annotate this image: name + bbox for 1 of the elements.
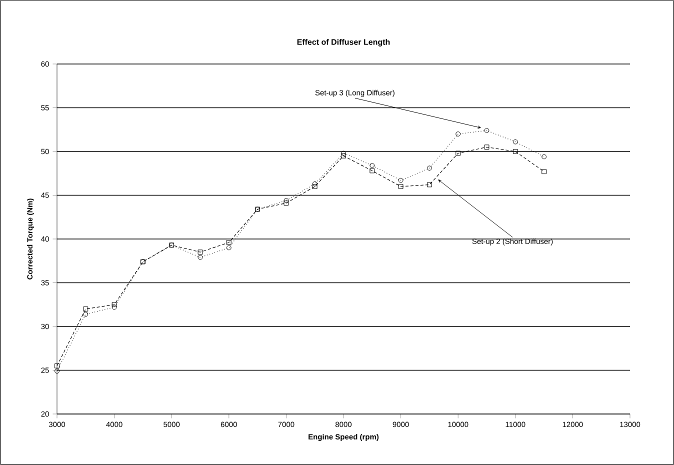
chart-title: Effect of Diffuser Length <box>297 38 390 46</box>
